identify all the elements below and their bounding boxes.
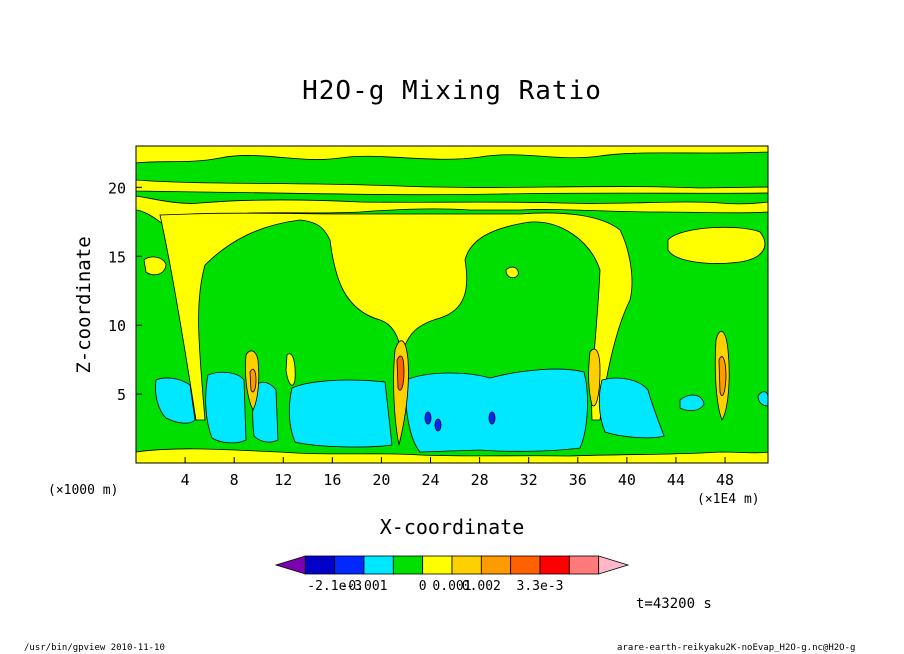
colorbar-swatch bbox=[451, 555, 482, 575]
x-tick-label: 32 bbox=[520, 471, 538, 489]
x-tick-label: 20 bbox=[372, 471, 390, 489]
small-yellow-blob bbox=[505, 266, 519, 279]
plume-3-inner bbox=[396, 355, 405, 391]
plume-2 bbox=[285, 353, 296, 386]
colorbar-label: -2.1e-3 bbox=[307, 579, 362, 594]
colorbar-swatch bbox=[422, 555, 453, 575]
top-yellow-band bbox=[136, 146, 768, 164]
x-scale-note: (×1E4 m) bbox=[697, 492, 760, 507]
cyan-region-4 bbox=[288, 379, 393, 448]
colorbar-label: 0.001 bbox=[432, 579, 471, 594]
cyan-region-2 bbox=[205, 371, 247, 444]
right-yellow-blob bbox=[667, 226, 766, 264]
upper-yellow-band bbox=[136, 179, 768, 196]
colorbar-swatch bbox=[539, 555, 570, 575]
colorbar-swatch bbox=[304, 555, 336, 575]
y-axis-label: Z-coordinate bbox=[73, 236, 95, 374]
cyan-region-8 bbox=[757, 391, 768, 407]
central-yellow-arch bbox=[159, 212, 633, 421]
x-tick-label: 24 bbox=[421, 471, 439, 489]
plume-5-inner bbox=[718, 356, 727, 396]
colorbar-swatch bbox=[274, 555, 306, 575]
colorbar-swatch bbox=[363, 555, 394, 575]
x-tick-label: 36 bbox=[569, 471, 587, 489]
plot-field bbox=[136, 146, 768, 463]
y-tick-label: 15 bbox=[108, 248, 126, 266]
x-tick-label: 40 bbox=[618, 471, 636, 489]
x-tick-label: 48 bbox=[716, 471, 734, 489]
x-tick-label: 44 bbox=[667, 471, 685, 489]
colorbar-label: -0.001 bbox=[341, 579, 388, 594]
cyan-region-3 bbox=[252, 381, 279, 443]
blue-minimum-2 bbox=[434, 418, 442, 432]
left-yellow-blob bbox=[143, 256, 167, 276]
y-axis-ticks: 5 10 15 20 bbox=[108, 179, 142, 404]
colorbar-swatch bbox=[510, 555, 541, 575]
bottom-yellow-band bbox=[136, 448, 768, 463]
x-tick-label: 8 bbox=[230, 471, 239, 489]
colorbar-label: 3.3e-3 bbox=[517, 579, 564, 594]
mid-yellow-band bbox=[136, 195, 768, 227]
time-stamp: t=43200 s bbox=[636, 596, 712, 612]
blue-minimum-1 bbox=[424, 411, 432, 425]
colorbar-swatch bbox=[334, 555, 365, 575]
colorbar-swatch bbox=[392, 555, 424, 575]
colorbar-swatch bbox=[598, 555, 630, 575]
y-tick-label: 20 bbox=[108, 179, 126, 197]
blue-minimum-3 bbox=[488, 411, 496, 425]
cyan-region-7 bbox=[679, 394, 705, 412]
x-axis-label: X-coordinate bbox=[379, 515, 525, 539]
x-tick-label: 28 bbox=[471, 471, 489, 489]
x-tick-label: 16 bbox=[323, 471, 341, 489]
x-unit-note: (×1000 m) bbox=[48, 483, 119, 498]
y-tick-label: 5 bbox=[117, 386, 126, 404]
plot-frame bbox=[135, 145, 769, 464]
y-tick-label: 10 bbox=[108, 317, 126, 335]
plume-4 bbox=[588, 348, 601, 407]
plume-1-inner bbox=[249, 368, 257, 393]
cyan-region-5 bbox=[405, 368, 588, 453]
colorbar-swatch bbox=[480, 555, 512, 575]
colorbar-label: 0.002 bbox=[462, 579, 501, 594]
chart-title: H2O-g Mixing Ratio bbox=[302, 76, 602, 106]
x-tick-label: 4 bbox=[181, 471, 190, 489]
cyan-region-6 bbox=[598, 377, 665, 439]
x-axis-ticks: 4 8 12 16 20 24 28 32 36 40 44 48 bbox=[181, 457, 734, 489]
x-tick-label: 12 bbox=[274, 471, 292, 489]
colorbar-label: 0 bbox=[419, 579, 427, 594]
cyan-region-1 bbox=[155, 377, 196, 424]
footer-file: arare-earth-reikyaku2K-noEvap_H2O-g.nc@H… bbox=[617, 643, 856, 653]
colorbar-swatch bbox=[568, 555, 600, 575]
footer-program: /usr/bin/gpview 2010-11-10 bbox=[24, 643, 165, 653]
